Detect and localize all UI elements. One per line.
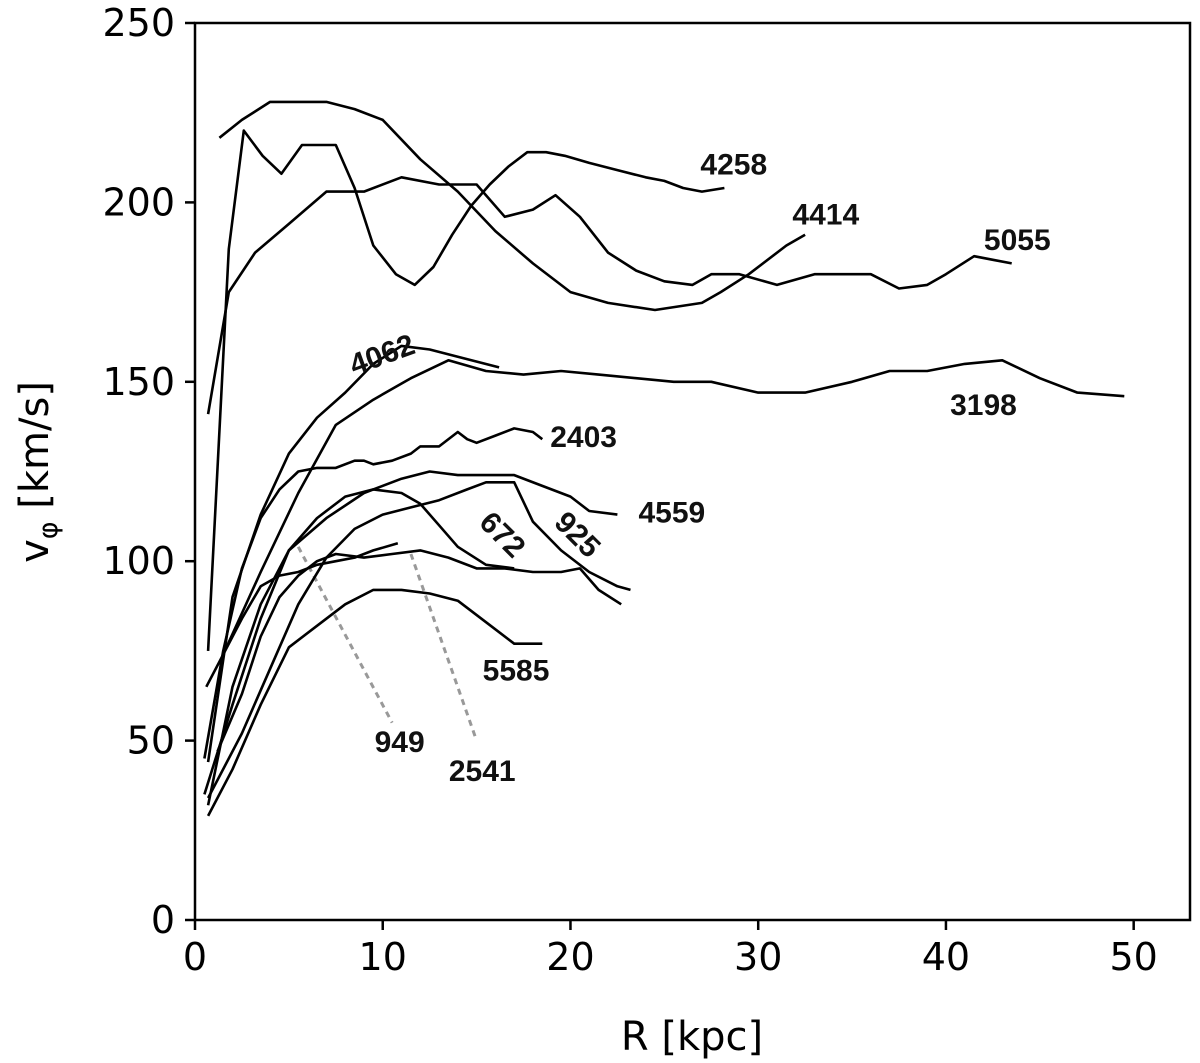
- leader-line-949: [296, 546, 394, 724]
- curve-label-5055: 5055: [984, 224, 1051, 257]
- curve-label-4258: 4258: [700, 148, 767, 181]
- curve-label-2541: 2541: [449, 755, 516, 788]
- y-tick-label: 100: [102, 539, 175, 583]
- x-tick-label: 10: [359, 935, 407, 979]
- x-tick-label: 20: [546, 935, 594, 979]
- series-line-949: [205, 542, 399, 688]
- curve-label-949: 949: [375, 726, 425, 759]
- x-axis-title: R [kpc]: [621, 1014, 763, 1060]
- x-tick-label: 30: [734, 935, 782, 979]
- series-line-3198: [222, 358, 1125, 656]
- series-line-5585: [206, 588, 543, 817]
- plot-frame: [193, 21, 1192, 922]
- y-tick-label: 0: [151, 898, 175, 942]
- curve-label-4559: 4559: [638, 496, 705, 529]
- x-tick-label: 50: [1109, 935, 1157, 979]
- series-line-4559: [206, 470, 618, 806]
- series-line-4062: [206, 344, 500, 763]
- curve-label-3198: 3198: [950, 389, 1017, 422]
- leader-line-2541: [409, 553, 479, 742]
- leader-lines: [296, 546, 479, 742]
- curve-label-925: 925: [548, 506, 607, 565]
- y-axis-title-unit: [km/s]: [12, 381, 58, 521]
- curve-label-2403: 2403: [550, 421, 617, 454]
- series-line-4414: [206, 129, 725, 651]
- series-lines: [203, 100, 1125, 817]
- x-tick-label: 0: [183, 935, 207, 979]
- series-line-4258: [218, 100, 806, 312]
- y-tick-label: 250: [102, 1, 175, 45]
- y-tick-label: 50: [127, 719, 175, 763]
- y-axis-title: vφ [km/s]: [12, 381, 64, 563]
- curve-label-4062: 4062: [345, 328, 419, 382]
- y-axis-title-sub: φ: [33, 521, 64, 539]
- axis-ticks: 0 10 20 30 40 50 0 50 100 150 200 250: [102, 1, 1157, 979]
- series-line-925: [206, 480, 631, 799]
- series-line-5055: [206, 176, 1012, 415]
- curve-labels: 4258 4414 5055 4062 3198 2403 4559 925 672 5585 94…: [345, 148, 1050, 787]
- series-line-2403: [203, 427, 544, 759]
- curve-label-5585: 5585: [483, 654, 550, 687]
- y-axis-title-main: v: [12, 539, 58, 563]
- x-tick-label: 40: [922, 935, 970, 979]
- curve-label-4414: 4414: [792, 199, 859, 232]
- series-line-672: [203, 488, 515, 795]
- series-line-2541: [216, 549, 622, 752]
- y-tick-label: 150: [102, 360, 175, 404]
- curve-label-672: 672: [473, 506, 532, 565]
- y-tick-label: 200: [102, 180, 175, 224]
